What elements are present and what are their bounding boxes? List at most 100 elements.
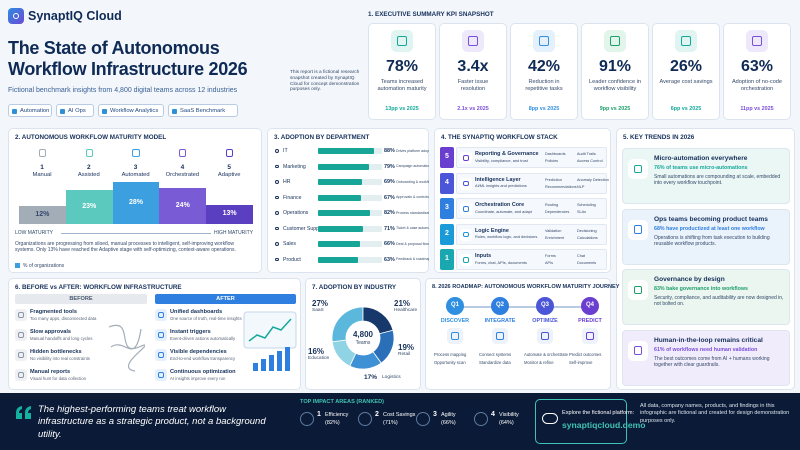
section-heading: 8. 2026 ROADMAP: AUTONOMOUS WORKFLOW MAT… <box>432 284 620 290</box>
icon-glyph <box>633 225 643 234</box>
layer-item: Policies <box>545 159 559 163</box>
layer-name: Orchestration Core <box>475 202 525 208</box>
level-number: 3 <box>133 164 138 171</box>
footer: The highest-performing teams treat workf… <box>0 393 800 450</box>
layer-item: Prediction <box>545 177 562 182</box>
icon-glyph <box>468 36 478 46</box>
after-title: Continuous optimization <box>170 369 236 375</box>
value-label: 69% <box>384 179 395 185</box>
department-desc: Drives platform adoption <box>396 148 429 153</box>
kpi-value: 42% <box>527 58 561 75</box>
kpi-delta: 2.1x vs 2025 <box>457 106 489 112</box>
kpi-value: 26% <box>669 58 703 75</box>
bar-label: 28% <box>128 199 143 206</box>
layer-item: Documents <box>577 261 597 265</box>
layer-item: Decisioning <box>577 228 597 233</box>
slice-value: 19% <box>398 343 415 352</box>
icon-glyph <box>275 242 279 246</box>
slice-name: SaaS <box>312 308 324 313</box>
trend-highlight: 83% bake governance into workflows <box>654 286 748 292</box>
layer-row: Logic Engine Rules, workflow logic, and d… <box>456 223 607 245</box>
bar-label: 23% <box>82 202 97 210</box>
level-name: Assisted <box>77 172 100 178</box>
icon-glyph <box>463 257 469 263</box>
value-label: 66% <box>384 241 395 247</box>
after-title: Visible dependencies <box>170 349 227 355</box>
icon-glyph <box>158 372 164 378</box>
icon <box>174 145 191 161</box>
slice-value: 21% <box>394 299 411 308</box>
icon <box>273 147 281 155</box>
icon <box>447 328 463 344</box>
layer-item: Forms <box>545 254 556 258</box>
department-bar <box>318 256 359 263</box>
tangle-graphic <box>108 324 145 372</box>
impact-rank: 4 <box>491 411 495 418</box>
icon-glyph <box>226 149 234 157</box>
legend-label: % of organizations <box>23 262 65 269</box>
department-bar <box>318 179 363 185</box>
center-value: 4,800 <box>352 330 374 339</box>
icon-glyph <box>451 332 459 340</box>
department-name: Operations <box>283 210 309 216</box>
section-heading: 4. THE SYNAPTIQ WORKFLOW STACK <box>441 134 558 141</box>
maturity-arrow <box>61 233 211 234</box>
impact-name: Efficiency <box>325 412 349 418</box>
icon <box>628 340 648 361</box>
department-bar <box>318 148 375 154</box>
section-heading: 7. ADOPTION BY INDUSTRY <box>312 284 397 291</box>
impact-share: (71%) <box>383 420 398 426</box>
icon-glyph <box>275 195 279 200</box>
icon <box>460 177 472 190</box>
after-title: Instant triggers <box>170 329 211 335</box>
trend-card: Governance by design 83% bake governance … <box>622 269 790 325</box>
icon-glyph <box>633 164 643 174</box>
icon-glyph <box>463 155 469 161</box>
icon <box>273 178 281 186</box>
trend-title: Micro-automation everywhere <box>654 155 748 162</box>
department-name: HR <box>283 179 291 185</box>
department-name: Customer Support <box>283 225 326 232</box>
bar-label: 24% <box>175 202 190 209</box>
icon <box>462 30 484 52</box>
icon-glyph <box>18 372 24 378</box>
layer-number-text: 5 <box>445 153 449 160</box>
layer-desc: Visibility, compliance, and trust <box>475 157 528 163</box>
value-label: 63% <box>384 256 395 263</box>
icon-glyph <box>132 149 140 157</box>
icon <box>460 228 472 241</box>
icon-glyph <box>633 285 643 295</box>
level-number: 4 <box>180 164 185 171</box>
layer-name: Logic Engine <box>475 227 509 234</box>
quote-mark <box>16 406 31 419</box>
kpi-value: 91% <box>598 58 632 75</box>
icon <box>273 224 281 233</box>
icon <box>460 254 472 266</box>
icon <box>273 255 281 264</box>
department-bar <box>318 194 361 201</box>
value-label: 88% <box>384 148 395 154</box>
layer-row: Orchestration Core Coordinate, automate, … <box>456 198 607 219</box>
kpi-card: 3.4x Faster issue resolution 2.1x vs 2025 <box>439 23 507 120</box>
slice-name: Healthcare <box>394 308 418 313</box>
trend-title: Ops teams becoming product teams <box>654 215 768 223</box>
impact-icon <box>358 412 372 426</box>
dashboard-bar <box>277 351 282 371</box>
trend-desc: Security, compliance, and auditability a… <box>654 295 784 307</box>
tag: Automation <box>8 104 52 117</box>
trend-title: Governance by design <box>654 276 725 283</box>
impact-rank: 3 <box>433 411 437 418</box>
layer-item: Dashboards <box>545 152 566 156</box>
after-desc: One source of truth, real-time insights <box>170 316 242 321</box>
layer-number: 5 <box>440 147 454 168</box>
department-desc: Ticket & case automation <box>396 226 429 230</box>
impact-share: (82%) <box>325 420 340 426</box>
after-label: AFTER <box>216 296 235 302</box>
trends-panel: 5. KEY TRENDS IN 2026 Micro-automation ev… <box>616 128 795 390</box>
quarter-name: PREDICT <box>578 318 602 324</box>
icon <box>155 349 167 361</box>
tag: Workflow Analytics <box>98 104 164 117</box>
maturity-bar: 28% <box>112 182 160 224</box>
kpi-label: Teams increased automation maturity <box>377 79 427 92</box>
